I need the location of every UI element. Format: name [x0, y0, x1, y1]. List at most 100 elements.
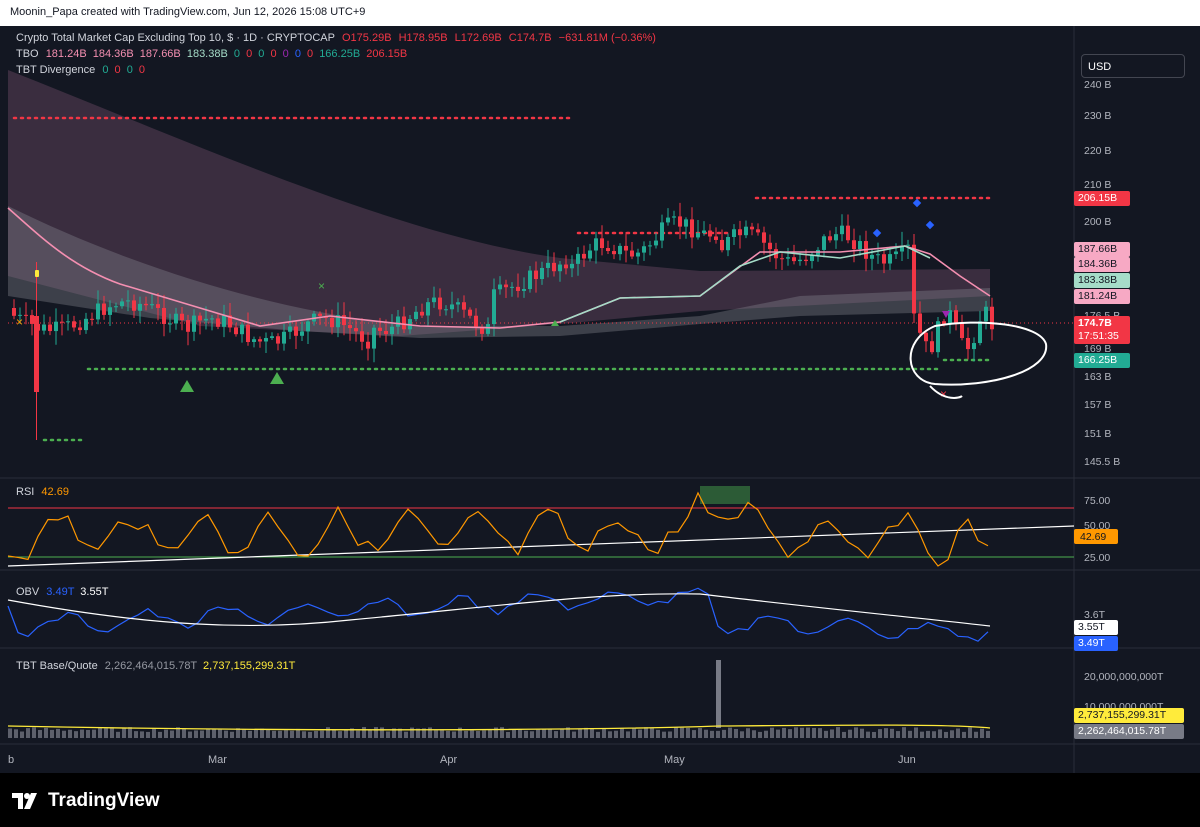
tbt-bar	[770, 727, 774, 738]
legend-close: C174.7B	[508, 32, 552, 44]
tbt-bar	[380, 727, 384, 738]
candle-body	[624, 245, 628, 251]
rsi-value-tag	[1074, 529, 1118, 544]
tbt-bq-value-1: 2,262,464,015.78T	[104, 660, 197, 672]
tbt-bar	[938, 729, 942, 738]
tbt-bar	[428, 727, 432, 738]
candle-body	[300, 331, 304, 336]
tbt-bar	[728, 727, 732, 738]
tbt-bar	[716, 730, 720, 738]
tbt-bar	[950, 730, 954, 738]
tbt-bar	[374, 727, 378, 738]
candle-body	[834, 234, 838, 241]
candle-body	[912, 244, 916, 314]
legend-tbo-label[interactable]: TBO	[16, 48, 39, 60]
tbt-bar	[530, 731, 534, 738]
tbt-bar	[470, 730, 474, 738]
candle-body	[714, 236, 718, 240]
legend-tbo-value: 181.24B	[45, 48, 87, 60]
legend-tbt-div-value: 0	[138, 64, 146, 76]
candle-body	[30, 315, 34, 324]
legend-symbol[interactable]: Crypto Total Market Cap Excluding Top 10…	[16, 32, 335, 44]
obv-value-1: 3.49T	[46, 586, 75, 598]
legend-tbo-value: 183.38B	[186, 48, 228, 60]
candle-body	[366, 341, 370, 349]
candle-body	[288, 326, 292, 332]
tbt-bar	[554, 731, 558, 738]
candle-body	[858, 241, 862, 250]
tbt-bar	[914, 727, 918, 738]
candle-body	[156, 304, 160, 308]
tbt-bq-label[interactable]: TBT Base/Quote	[16, 660, 98, 672]
candle-body	[468, 309, 472, 316]
tbt-bar	[872, 731, 876, 738]
tbt-bar	[104, 728, 108, 738]
candle-body	[438, 297, 442, 310]
tbt-bar	[332, 729, 336, 738]
obv-tag-1: 3.55T	[1074, 620, 1118, 635]
tbt-bar	[902, 727, 906, 738]
cross-marker: ×	[16, 315, 23, 329]
tbt-bar	[764, 730, 768, 738]
tbt-axis-label: 20,000,000,000T	[1084, 671, 1164, 683]
tbt-bar	[722, 729, 726, 738]
tbt-bar	[548, 729, 552, 738]
tbt-bar	[110, 727, 114, 738]
tbt-bar	[122, 727, 126, 738]
tbt-bar	[296, 728, 300, 738]
tbt-bar	[638, 729, 642, 738]
tbt-bar	[302, 731, 306, 738]
candle-body	[120, 301, 124, 307]
rsi-label[interactable]: RSI	[16, 486, 35, 498]
tbt-bar	[542, 728, 546, 738]
candle-body	[294, 326, 298, 336]
candle-body	[600, 238, 604, 249]
tbt-bar	[416, 728, 420, 738]
candle-body	[786, 257, 790, 259]
tradingview-logo[interactable]: TradingView	[12, 790, 160, 812]
tbt-bar	[170, 730, 174, 738]
candle-body	[936, 321, 940, 353]
time-axis-label: May	[664, 754, 685, 766]
tbo-inner-band	[8, 206, 990, 338]
candle-body	[906, 244, 910, 246]
tbt-bar	[344, 729, 348, 738]
currency-button[interactable]: USD	[1081, 54, 1185, 78]
candle-body	[594, 238, 598, 251]
legend-tbt-div-value: 0	[126, 64, 133, 76]
tbt-bar	[524, 730, 528, 738]
legend-tbt-div-label[interactable]: TBT Divergence	[16, 64, 96, 76]
price-axis-label: 220 B	[1084, 145, 1111, 157]
tbt-bar	[536, 729, 540, 738]
obv-label[interactable]: OBV	[16, 586, 40, 598]
candle-body	[732, 229, 736, 237]
tbt-bar	[656, 729, 660, 738]
candle-body	[42, 324, 46, 331]
price-axis-label: 157 B	[1084, 399, 1111, 411]
tbt-bar	[626, 731, 630, 738]
legend-tbo-value: 184.36B	[92, 48, 134, 60]
last-price-countdown: 17:51:35	[1078, 330, 1119, 342]
tbt-bar	[368, 729, 372, 738]
candle-body	[726, 236, 730, 251]
tbt-bar	[614, 730, 618, 738]
candle-body	[534, 270, 538, 280]
tbt-bar	[788, 729, 792, 738]
rsi-value: 42.69	[41, 486, 69, 498]
candle-body	[954, 310, 958, 323]
tbt-bar	[290, 730, 294, 738]
candle-body	[60, 321, 64, 323]
candle-body	[246, 324, 250, 342]
price-axis-label: 200 B	[1084, 216, 1111, 228]
candle-body	[744, 226, 748, 236]
tbt-bar	[74, 731, 78, 738]
tbt-bar	[410, 727, 414, 738]
candle-body	[174, 313, 178, 324]
candle-body	[756, 229, 760, 233]
candle-body	[792, 257, 796, 262]
tbt-bar	[644, 727, 648, 738]
tbt-bar	[830, 729, 834, 738]
tbt-bar	[500, 727, 504, 738]
